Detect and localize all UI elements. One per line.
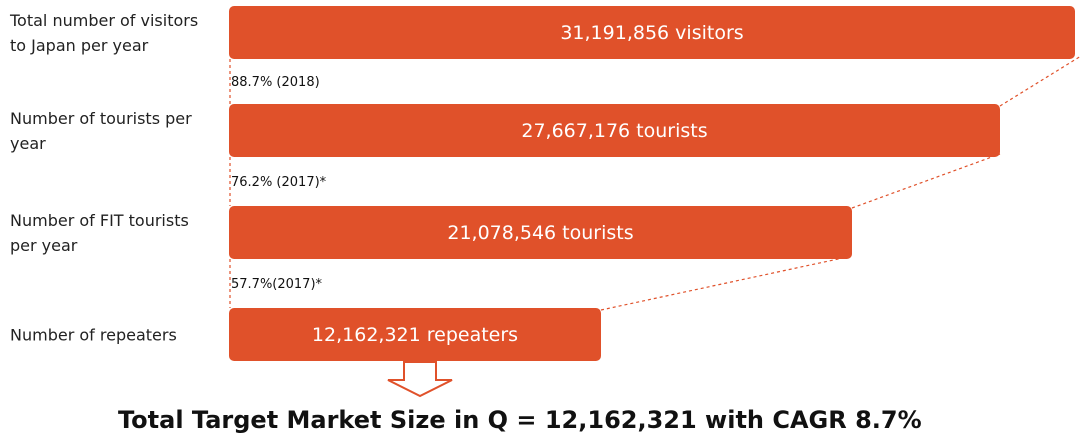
- conversion-rate: 88.7% (2018): [231, 75, 320, 90]
- connector-diagonal: [851, 153, 1001, 209]
- bar-text: 12,162,321 repeaters: [312, 324, 518, 346]
- connector-diagonal: [600, 255, 853, 311]
- conversion-rate: 57.7%(2017)*: [231, 277, 323, 292]
- funnel-bar: [229, 6, 1075, 59]
- connector-diagonal: [999, 55, 1081, 107]
- stage-label: per year: [10, 236, 78, 255]
- headline: Total Target Market Size in Q = 12,162,3…: [118, 406, 922, 434]
- bar-text: 27,667,176 tourists: [521, 120, 707, 142]
- down-arrow: [387, 361, 453, 398]
- funnel-bar: [229, 206, 852, 259]
- bar-text: 31,191,856 visitors: [560, 22, 743, 44]
- conversion-rate: 76.2% (2017)*: [231, 175, 327, 190]
- funnel-bar: [229, 104, 1000, 157]
- stage-label: Number of tourists per: [10, 109, 192, 128]
- stage-label: Total number of visitors: [9, 11, 198, 30]
- stage-label: Number of FIT tourists: [10, 211, 189, 230]
- stage-label: year: [10, 134, 46, 153]
- bar-text: 21,078,546 tourists: [447, 222, 633, 244]
- stage-label: Number of repeaters: [10, 326, 177, 345]
- funnel-bar: [229, 308, 601, 361]
- stage-label: to Japan per year: [10, 36, 149, 55]
